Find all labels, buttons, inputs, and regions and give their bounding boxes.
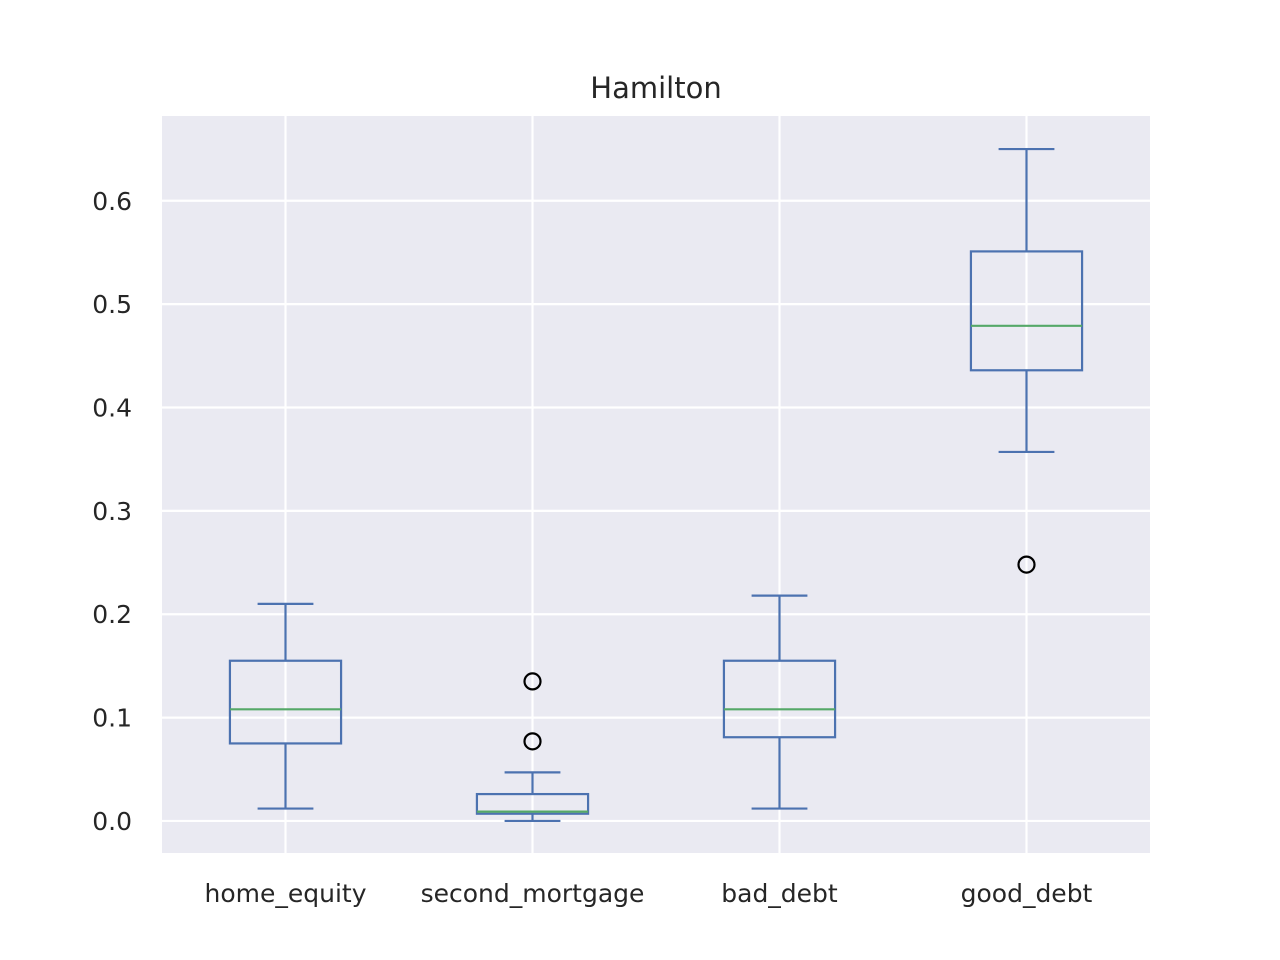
y-tick-label: 0.3 xyxy=(92,497,132,526)
box-home_equity xyxy=(228,602,343,810)
y-tick-label: 0.0 xyxy=(92,807,132,836)
chart-title: Hamilton xyxy=(590,71,721,105)
box-bad_debt xyxy=(722,594,837,810)
box-series xyxy=(228,147,1084,823)
box-good_debt xyxy=(969,147,1084,574)
box-second_mortgage xyxy=(475,672,590,823)
outlier-point xyxy=(523,672,542,691)
x-tick-label: home_equity xyxy=(204,879,366,908)
outlier-point xyxy=(1017,555,1036,574)
x-tick-label: second_mortgage xyxy=(421,879,645,908)
x-tick-label: bad_debt xyxy=(721,879,838,908)
outlier-point xyxy=(523,732,542,751)
y-tick-label: 0.1 xyxy=(92,704,132,733)
iqr-box xyxy=(969,250,1084,372)
y-tick-label: 0.5 xyxy=(92,290,132,319)
y-tick-label: 0.2 xyxy=(92,600,132,629)
grid-lines xyxy=(162,116,1150,853)
plot-area-background xyxy=(162,116,1150,853)
y-tick-label: 0.4 xyxy=(92,393,132,422)
iqr-box xyxy=(475,792,590,815)
iqr-box xyxy=(228,659,343,745)
iqr-box xyxy=(722,659,837,739)
x-axis-ticks: home_equity second_mortgage bad_debt good_d… xyxy=(204,879,1092,908)
y-tick-label: 0.6 xyxy=(92,187,132,216)
y-axis-ticks: 0.0 0.1 0.2 0.3 0.4 0.5 0.6 xyxy=(92,187,132,836)
x-tick-label: good_debt xyxy=(961,879,1093,908)
